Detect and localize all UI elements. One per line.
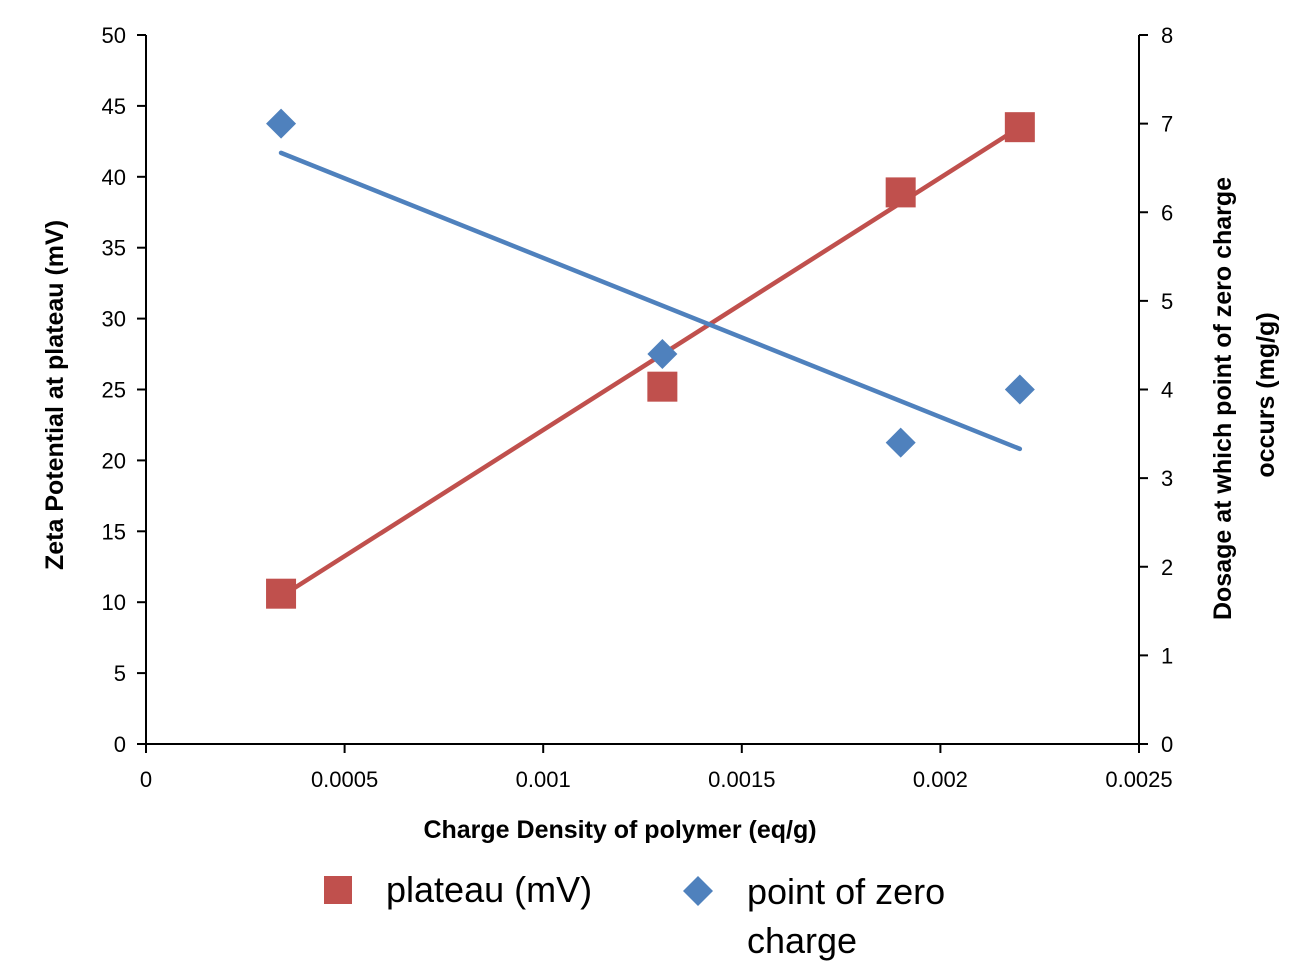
y2-axis-title: Dosage at which point of zero charge occ… [1209, 170, 1280, 620]
point-plateau [885, 177, 916, 208]
legend-marker-point-of-zero-charge [683, 876, 713, 906]
y2-tick-label: 5 [1161, 289, 1173, 314]
axes [145, 35, 1140, 745]
point-point-of-zero-charge [1004, 374, 1035, 405]
y2-tick-label: 0 [1161, 732, 1173, 757]
point-point-of-zero-charge [647, 339, 678, 370]
y2-axis-title-line-1: Dosage at which point of zero charge [1209, 177, 1237, 620]
points [266, 108, 1035, 609]
x-tick-label: 0.001 [516, 767, 571, 792]
y2-tick-label: 6 [1161, 200, 1173, 225]
x-tick-label: 0.0005 [311, 767, 378, 792]
y-tick-label: 10 [102, 590, 126, 615]
y-tick-label: 35 [102, 236, 126, 261]
legend-label-pzc-line-2: charge [747, 920, 857, 961]
y2-tick-label: 1 [1161, 643, 1173, 668]
x-tick-label: 0.002 [913, 767, 968, 792]
x-tick-label: 0 [140, 767, 152, 792]
y-axis-title: Zeta Potential at plateau (mV) [41, 220, 69, 570]
y-tick-label: 40 [102, 165, 126, 190]
point-plateau [1004, 112, 1035, 143]
y-tick-label: 20 [102, 448, 126, 473]
y-tick-label: 0 [114, 732, 126, 757]
point-point-of-zero-charge [266, 108, 297, 139]
y-tick-label: 5 [114, 661, 126, 686]
legend-label-pzc-line-1: point of zero [747, 871, 945, 912]
legend-marker-plateau [324, 876, 352, 904]
point-plateau [266, 578, 297, 609]
y-tick-label: 15 [102, 519, 126, 544]
legend-label-point-of-zero-charge: point of zero charge [747, 871, 955, 961]
ticks: 0 0.0005 0.001 0.0015 0.002 0.002505101520253… [102, 23, 1174, 792]
y2-tick-label: 7 [1161, 112, 1173, 137]
y2-tick-label: 3 [1161, 466, 1173, 491]
y-tick-label: 50 [102, 23, 126, 48]
y-tick-label: 25 [102, 378, 126, 403]
trendline-point-of-zero-charge [278, 150, 1023, 452]
x-tick-label: 0.0025 [1105, 767, 1172, 792]
point-plateau [647, 371, 678, 402]
y2-tick-label: 4 [1161, 378, 1173, 403]
x-tick-label: 0.0015 [708, 767, 775, 792]
y2-axis-title-line-2: occurs (mg/g) [1252, 312, 1280, 477]
y-tick-label: 45 [102, 94, 126, 119]
legend-label-plateau: plateau (mV) [386, 869, 592, 910]
y2-tick-label: 8 [1161, 23, 1173, 48]
point-point-of-zero-charge [885, 427, 916, 458]
y2-tick-label: 2 [1161, 555, 1173, 580]
x-axis-title: Charge Density of polymer (eq/g) [423, 816, 816, 844]
y-tick-label: 30 [102, 307, 126, 332]
legend: plateau (mV) point of zero charge [324, 869, 955, 961]
